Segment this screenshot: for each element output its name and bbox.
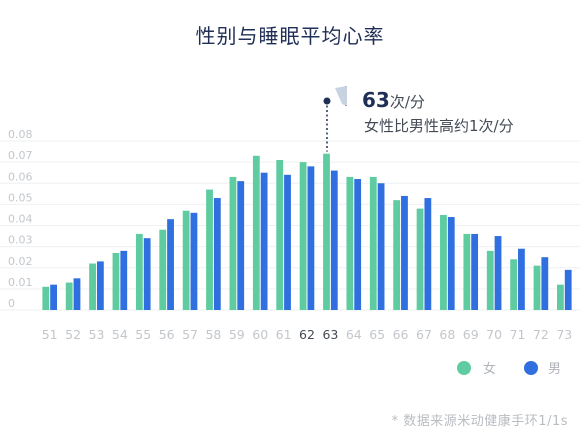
bar-male-73 [564, 269, 572, 310]
x-tick-label: 58 [205, 327, 221, 342]
x-tick-label: 62 [299, 327, 315, 342]
bar-female-51 [42, 286, 50, 310]
bar-male-66 [401, 195, 408, 310]
bar-female-68 [440, 214, 447, 310]
bar-female-60 [252, 155, 260, 310]
bar-male-60 [260, 172, 268, 310]
x-tick-label: 60 [252, 327, 268, 342]
y-tick-label: 0.05 [8, 191, 33, 204]
bar-female-53 [89, 263, 96, 310]
bar-female-64 [346, 176, 354, 310]
bar-female-57 [182, 210, 190, 310]
bar-male-54 [120, 250, 128, 310]
x-tick-label: 71 [510, 327, 526, 342]
bar-female-70 [486, 250, 494, 310]
bar-male-70 [494, 236, 502, 310]
bar-male-61 [284, 174, 291, 310]
y-axis-ticks: 0 0.01 0.02 0.03 0.04 0.05 0.06 0.07 0.08 [8, 128, 33, 310]
x-tick-label: 67 [416, 327, 432, 342]
x-tick-label: 68 [439, 327, 455, 342]
annotation-value: 63 [362, 88, 390, 112]
bar-male-67 [424, 198, 432, 310]
y-tick-label: 0.06 [8, 170, 33, 183]
bar-male-55 [143, 238, 151, 310]
bar-female-58 [206, 189, 213, 310]
bar-female-72 [533, 265, 541, 310]
bar-female-54 [112, 252, 120, 310]
bar-female-67 [416, 208, 424, 310]
y-tick-label: 0.07 [8, 149, 33, 162]
y-tick-label: 0.08 [8, 128, 33, 141]
bar-female-65 [369, 176, 377, 310]
x-tick-label: 65 [369, 327, 385, 342]
annotation-unit: 次/分 [390, 93, 425, 111]
bar-male-56 [167, 219, 174, 310]
bar-female-56 [159, 229, 167, 310]
y-tick-label: 0.02 [8, 255, 33, 268]
x-tick-label: 59 [229, 327, 245, 342]
bar-male-57 [190, 212, 198, 310]
x-tick-label: 64 [346, 327, 362, 342]
bar-female-69 [463, 233, 471, 310]
x-tick-label: 66 [393, 327, 409, 342]
annotation-dot [323, 97, 331, 105]
bar-male-52 [73, 278, 81, 310]
bar-female-63 [323, 153, 330, 310]
bar-female-61 [276, 160, 284, 310]
annotation-text: 女性比男性高约1次/分 [364, 117, 514, 135]
bar-male-51 [50, 284, 57, 310]
flag-icon [335, 86, 347, 106]
x-axis-ticks: 51 52 53 54 55 56 57 58 59 60 61 62 63 64 65 66 67 68 69 70… [42, 327, 573, 342]
x-tick-label: 53 [89, 327, 105, 342]
bar-male-68 [447, 217, 455, 310]
bar-male-58 [213, 198, 221, 310]
y-tick-label: 0 [8, 297, 15, 310]
bar-male-71 [518, 248, 525, 310]
y-tick-label: 0.03 [8, 234, 33, 247]
y-tick-label: 0.04 [8, 213, 33, 226]
bar-male-72 [541, 257, 549, 310]
bar-male-64 [354, 179, 362, 310]
bar-male-69 [471, 233, 479, 310]
bar-female-59 [229, 176, 237, 310]
annotation-callout: 63次/分 女性比男性高约1次/分 [323, 86, 514, 152]
bar-male-53 [96, 261, 104, 310]
bar-male-59 [237, 181, 245, 310]
x-tick-label: 73 [556, 327, 572, 342]
x-tick-label: 69 [463, 327, 479, 342]
source-note: * 数据来源米动健康手环1/1s [391, 414, 568, 429]
bar-male-62 [307, 166, 315, 310]
bar-female-73 [557, 284, 564, 310]
x-tick-label: 51 [42, 327, 58, 342]
legend-swatch-male [524, 361, 538, 375]
bar-male-63 [330, 170, 338, 310]
x-tick-label: 57 [182, 327, 198, 342]
x-tick-label: 72 [533, 327, 549, 342]
bars [42, 153, 572, 310]
x-tick-label: 63 [322, 327, 338, 342]
bar-male-65 [377, 183, 385, 310]
bar-female-71 [510, 259, 518, 310]
bar-female-52 [65, 282, 73, 310]
x-tick-label: 70 [486, 327, 502, 342]
legend-swatch-female [457, 361, 471, 375]
x-tick-label: 55 [135, 327, 151, 342]
x-tick-label: 61 [276, 327, 292, 342]
svg-text:63次/分: 63次/分 [362, 88, 425, 112]
y-tick-label: 0.01 [8, 276, 33, 289]
bar-female-55 [135, 233, 143, 310]
x-tick-label: 56 [159, 327, 175, 342]
bar-female-62 [299, 162, 307, 310]
bar-female-66 [393, 200, 401, 310]
x-tick-label: 54 [112, 327, 128, 342]
legend: 女 男 [457, 361, 561, 377]
chart-title: 性别与睡眠平均心率 [195, 24, 385, 48]
legend-label-male: 男 [548, 362, 561, 377]
x-tick-label: 52 [65, 327, 81, 342]
legend-label-female: 女 [483, 361, 496, 377]
